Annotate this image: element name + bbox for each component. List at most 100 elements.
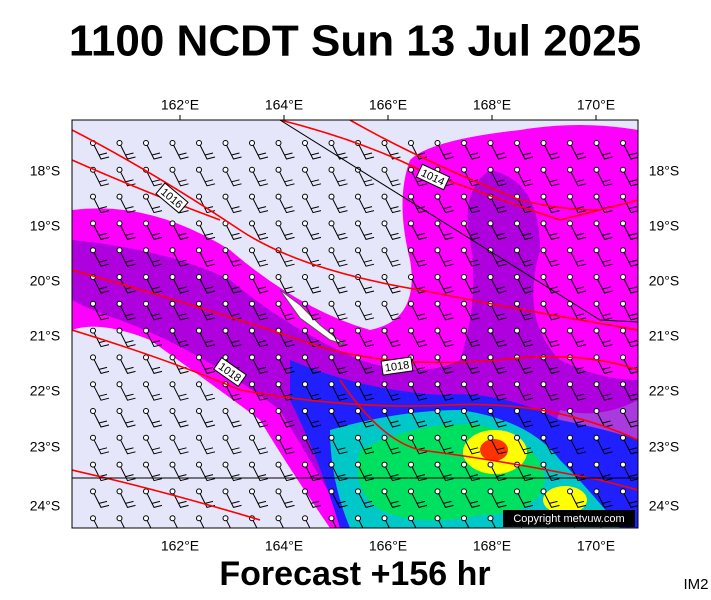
wind-barb: [381, 488, 401, 508]
wind-barb: [593, 140, 613, 160]
wind-barb: [487, 220, 507, 240]
wind-barb: [249, 247, 269, 267]
wind-barb: [328, 193, 348, 214]
barb-station: [169, 247, 176, 254]
barb-station: [116, 300, 123, 307]
barb-station: [196, 140, 202, 146]
barb-station: [249, 354, 255, 361]
barb-shaft: [92, 196, 110, 214]
barb-shaft: [357, 517, 372, 528]
barb-shaft: [225, 410, 242, 428]
barb-station: [461, 408, 467, 414]
barb-shaft: [278, 303, 295, 321]
barb-shaft: [145, 383, 163, 401]
wind-barb: [143, 140, 163, 160]
barb-station: [540, 488, 547, 495]
wind-barb: [249, 461, 269, 482]
barb-shaft: [145, 223, 163, 240]
barb-shaft: [490, 517, 505, 528]
wind-barb: [381, 515, 399, 528]
wind-barb: [196, 515, 213, 528]
barb-shaft: [278, 142, 295, 160]
barb-shaft: [119, 517, 134, 528]
barb-shaft: [622, 303, 638, 321]
wind-barb: [540, 166, 560, 187]
barb-shaft: [251, 357, 269, 374]
wind-barb: [196, 274, 216, 294]
barb-station: [620, 300, 626, 307]
barb-station: [567, 166, 573, 173]
barb-shaft: [331, 196, 348, 214]
barb-shaft: [437, 517, 452, 528]
wind-barb: [169, 247, 189, 267]
wind-barb: [381, 381, 401, 401]
barb-shaft: [225, 517, 240, 528]
barb-station: [647, 248, 652, 253]
barb-station: [143, 488, 149, 495]
wind-barb: [381, 408, 401, 428]
barb-shaft: [357, 437, 375, 455]
barb-shaft: [172, 142, 189, 160]
barb-shaft: [516, 169, 534, 187]
barb-shaft: [198, 383, 216, 401]
barb-station: [143, 220, 149, 227]
wind-barb: [222, 434, 242, 455]
wind-barb: [355, 515, 372, 528]
barb-station: [90, 381, 96, 388]
barb-shaft: [437, 491, 454, 508]
barb-shaft: [331, 491, 348, 508]
wind-barb: [461, 140, 481, 160]
barb-station: [169, 300, 176, 307]
barb-station: [302, 354, 308, 361]
barb-station: [90, 220, 96, 227]
barb-station: [275, 220, 282, 227]
barb-shaft: [463, 303, 481, 321]
barb-shaft: [543, 410, 560, 428]
wind-barb: [90, 193, 110, 214]
barb-shaft: [304, 223, 322, 240]
barb-shaft: [331, 357, 348, 374]
barb-shaft: [437, 196, 454, 214]
barb-station: [647, 355, 652, 360]
wind-barb: [222, 193, 242, 214]
lon-label: 166°E: [369, 97, 407, 113]
wind-barb: [620, 408, 638, 428]
barb-station: [593, 461, 600, 468]
barb-shaft: [304, 276, 322, 294]
wind-barb: [90, 434, 110, 455]
barb-shaft: [463, 196, 481, 214]
barb-station: [275, 140, 282, 146]
barb-shaft: [331, 330, 348, 348]
barb-shaft: [92, 410, 110, 428]
barb-station: [540, 220, 547, 227]
wind-barb: [116, 220, 136, 240]
barb-shaft: [119, 437, 136, 455]
barb-shaft: [569, 357, 587, 374]
wind-barb: [381, 434, 401, 455]
barb-station: [540, 166, 547, 173]
barb-shaft: [516, 330, 534, 348]
barb-station: [620, 247, 626, 254]
barb-shaft: [437, 303, 454, 321]
barb-shaft: [119, 223, 136, 240]
barb-station: [434, 193, 441, 200]
barb-shaft: [490, 410, 507, 428]
wind-barb: [540, 327, 560, 348]
wind-barb: [143, 488, 163, 508]
wind-barb: [302, 140, 322, 160]
barb-station: [567, 381, 573, 388]
wind-barb: [434, 488, 454, 508]
barb-shaft: [331, 142, 348, 160]
barb-shaft: [225, 276, 242, 294]
barb-shaft: [622, 437, 638, 455]
barb-shaft: [650, 304, 666, 320]
barb-shaft: [596, 142, 613, 160]
barb-station: [196, 461, 202, 468]
wind-barb: [593, 381, 613, 401]
barb-station: [116, 434, 123, 441]
barb-station: [434, 274, 441, 280]
wind-barb: [328, 515, 346, 528]
wind-barb: [169, 434, 189, 455]
wind-barb: [169, 140, 189, 160]
barb-shaft: [278, 223, 295, 240]
